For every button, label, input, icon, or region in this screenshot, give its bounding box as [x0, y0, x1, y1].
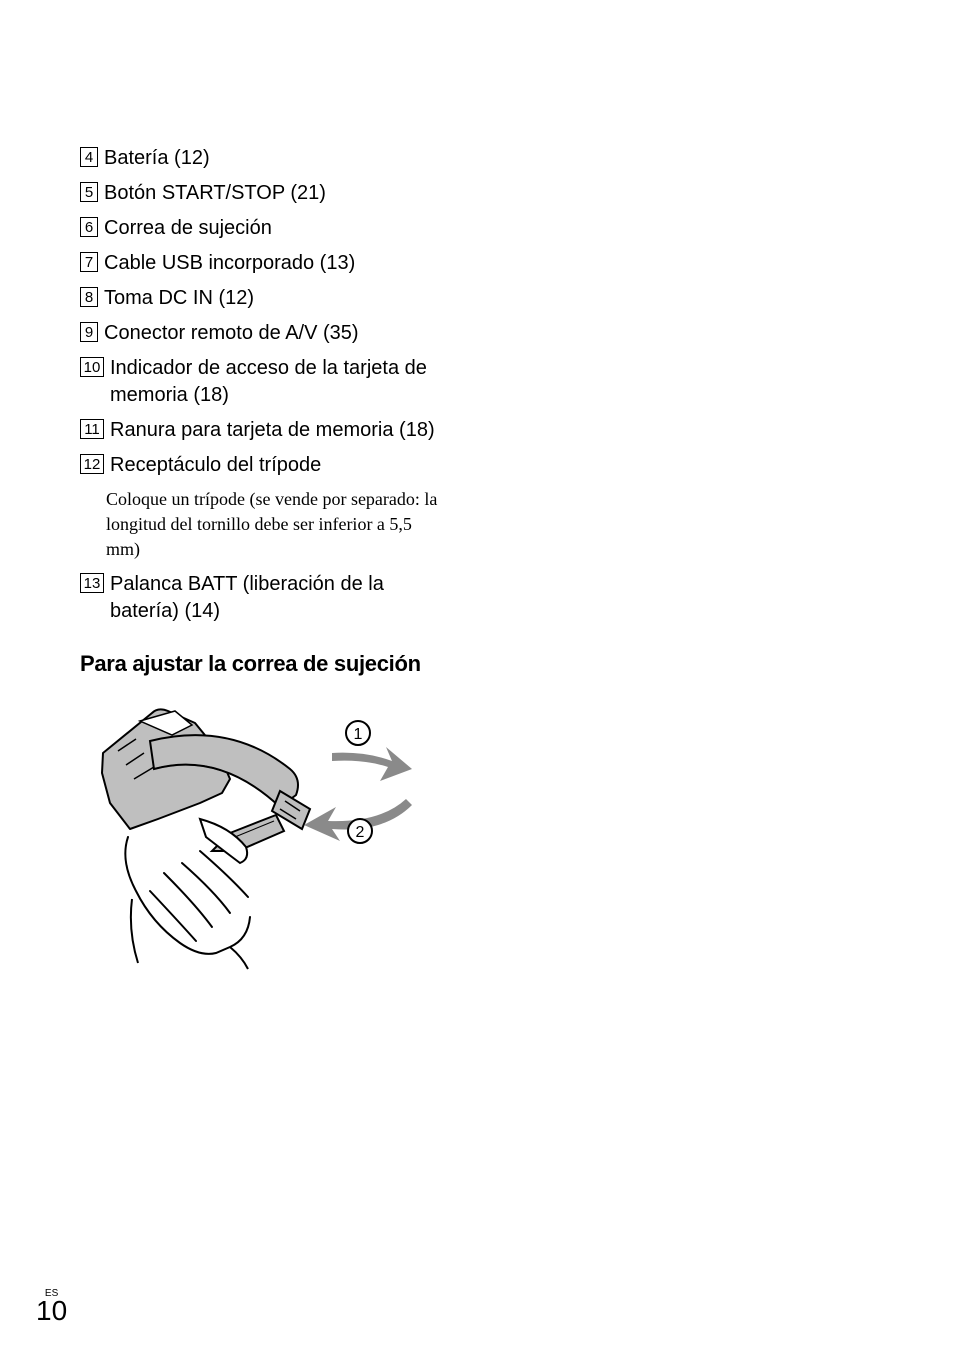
item-number-box: 11 — [80, 419, 104, 439]
footer-page-number: 10 — [36, 1297, 67, 1325]
item-text: Ranura para tarjeta de memoria (18) — [110, 417, 450, 444]
item-number-box: 7 — [80, 252, 98, 272]
list-item: 13 Palanca BATT (liberación de la baterí… — [80, 571, 450, 625]
list-item: 4 Batería (12) — [80, 145, 450, 172]
item-text: Cable USB incorporado (13) — [104, 250, 450, 277]
grip-strap-illustration: 1 2 — [80, 691, 425, 971]
list-item: 12 Receptáculo del trípode — [80, 452, 450, 479]
section-heading: Para ajustar la correa de sujeción — [80, 651, 874, 677]
list-item: 5 Botón START/STOP (21) — [80, 180, 450, 207]
item-number-box: 5 — [80, 182, 98, 202]
list-item: 9 Conector remoto de A/V (35) — [80, 320, 450, 347]
list-item: 7 Cable USB incorporado (13) — [80, 250, 450, 277]
callout-1: 1 — [346, 721, 370, 745]
item-number-box: 6 — [80, 217, 98, 237]
item-number-box: 4 — [80, 147, 98, 167]
callout-1-label: 1 — [354, 726, 363, 743]
page-footer: ES 10 — [36, 1288, 67, 1325]
item-text: Receptáculo del trípode — [110, 452, 450, 479]
grip-strap-figure: 1 2 — [80, 691, 425, 971]
item-number-box: 13 — [80, 573, 104, 593]
list-item: 10 Indicador de acceso de la tarjeta de … — [80, 355, 450, 409]
item-text: Correa de sujeción — [104, 215, 450, 242]
callout-2: 2 — [348, 819, 372, 843]
item-text: Indicador de acceso de la tarjeta de mem… — [110, 355, 450, 409]
item-number-box: 10 — [80, 357, 104, 377]
item-number-box: 8 — [80, 287, 98, 307]
callout-2-label: 2 — [356, 824, 365, 841]
item-text: Toma DC IN (12) — [104, 285, 450, 312]
numbered-item-list: 4 Batería (12) 5 Botón START/STOP (21) 6… — [80, 145, 450, 625]
item-text: Botón START/STOP (21) — [104, 180, 450, 207]
item-number-box: 9 — [80, 322, 98, 342]
document-page: 4 Batería (12) 5 Botón START/STOP (21) 6… — [0, 0, 954, 1357]
list-item: 6 Correa de sujeción — [80, 215, 450, 242]
item-text: Conector remoto de A/V (35) — [104, 320, 450, 347]
item-subnote: Coloque un trípode (se vende por separad… — [106, 487, 446, 563]
item-text: Batería (12) — [104, 145, 450, 172]
arrow-1-icon — [332, 747, 412, 781]
item-number-box: 12 — [80, 454, 104, 474]
item-text: Palanca BATT (liberación de la batería) … — [110, 571, 450, 625]
list-item: 8 Toma DC IN (12) — [80, 285, 450, 312]
list-item: 11 Ranura para tarjeta de memoria (18) — [80, 417, 450, 444]
